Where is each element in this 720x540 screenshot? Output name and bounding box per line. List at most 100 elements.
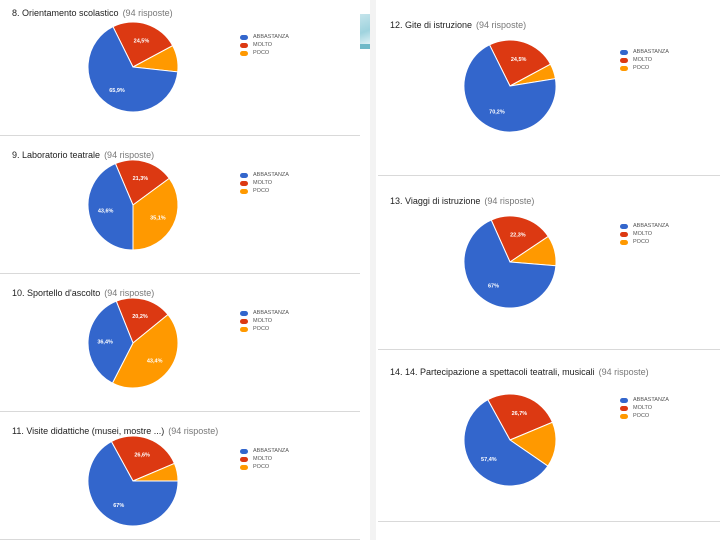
legend-swatch-molto: [620, 231, 628, 237]
chart-title: 10. Sportello d'ascolto (94 risposte): [12, 288, 154, 298]
legend-item-poco: POCO: [240, 187, 289, 195]
legend-item-poco: POCO: [240, 325, 289, 333]
column-divider: [370, 0, 376, 540]
chart-title-text: 12. Gite di istruzione: [390, 20, 473, 30]
legend-swatch-poco: [620, 239, 628, 245]
slice-label-molto: 26,7%: [512, 411, 528, 417]
legend-swatch-molto: [240, 456, 248, 462]
pie-chart: 26,6% 67%: [87, 435, 179, 527]
legend-swatch-abbastanza: [240, 34, 248, 40]
response-count: (94 risposte): [122, 8, 173, 18]
legend-item-abbastanza: ABBASTANZA: [240, 309, 289, 317]
legend-swatch-poco: [240, 188, 248, 194]
legend-item-molto: MOLTO: [240, 455, 289, 463]
decorative-shape-accent: [355, 44, 370, 49]
chart-legend: ABBASTANZA MOLTO POCO: [240, 33, 289, 57]
legend-label-abbastanza: ABBASTANZA: [633, 223, 669, 229]
slice-label-molto: 21,3%: [133, 176, 149, 182]
legend-label-abbastanza: ABBASTANZA: [633, 49, 669, 55]
legend-swatch-abbastanza: [620, 223, 628, 229]
legend-swatch-poco: [240, 50, 248, 56]
legend-item-poco: POCO: [620, 238, 669, 246]
chart-panel-12: 12. Gite di istruzione (94 risposte) 24,5%…: [378, 0, 720, 176]
slice-label-poco: 35,1%: [150, 216, 166, 222]
chart-legend: ABBASTANZA MOLTO POCO: [620, 222, 669, 246]
chart-title-text: 11. Visite didattiche (musei, mostre ...…: [12, 426, 165, 436]
legend-swatch-abbastanza: [240, 448, 248, 454]
legend-item-poco: POCO: [240, 463, 289, 471]
chart-panel-10: 10. Sportello d'ascolto (94 risposte) 20,2…: [0, 276, 360, 412]
chart-title: 13. Viaggi di istruzione (94 risposte): [390, 196, 534, 206]
legend-label-molto: MOLTO: [633, 57, 653, 63]
chart-legend: ABBASTANZA MOLTO POCO: [240, 309, 289, 333]
chart-title: 12. Gite di istruzione (94 risposte): [390, 20, 526, 30]
legend-swatch-abbastanza: [620, 49, 628, 55]
pie-slice-molto: [490, 215, 549, 263]
legend-item-poco: POCO: [240, 49, 289, 57]
legend-swatch-abbastanza: [620, 397, 628, 403]
pie-chart: 22,3% 67%: [463, 215, 557, 309]
chart-panel-13: 13. Viaggi di istruzione (94 risposte) 22,…: [378, 178, 720, 350]
chart-title-text: 8. Orientamento scolastico: [12, 8, 119, 18]
slice-label-abbastanza: 67%: [488, 283, 499, 289]
legend-swatch-molto: [620, 405, 628, 411]
response-count: (94 risposte): [104, 288, 155, 298]
legend-item-abbastanza: ABBASTANZA: [240, 171, 289, 179]
legend-label-abbastanza: ABBASTANZA: [253, 310, 289, 316]
pie-slice-molto: [114, 159, 170, 206]
legend-swatch-molto: [240, 42, 248, 48]
legend-label-molto: MOLTO: [253, 180, 273, 186]
chart-legend: ABBASTANZA MOLTO POCO: [620, 396, 669, 420]
legend-swatch-molto: [240, 318, 248, 324]
legend-item-molto: MOLTO: [240, 41, 289, 49]
chart-title-text: 9. Laboratorio teatrale: [12, 150, 101, 160]
legend-swatch-molto: [620, 57, 628, 63]
legend-label-poco: POCO: [253, 464, 270, 470]
legend-item-molto: MOLTO: [240, 317, 289, 325]
chart-panel-11: 11. Visite didattiche (musei, mostre ...…: [0, 414, 360, 540]
slice-label-abbastanza: 57,4%: [481, 457, 497, 463]
legend-label-poco: POCO: [633, 413, 650, 419]
legend-label-poco: POCO: [633, 65, 650, 71]
response-count: (94 risposte): [476, 20, 527, 30]
pie-chart: 20,2% 43,4% 36,4%: [87, 297, 179, 389]
legend-item-abbastanza: ABBASTANZA: [620, 396, 669, 404]
pie-slice-abbastanza: [87, 440, 179, 527]
pie-slice-abbastanza: [87, 26, 179, 113]
pie-slice-abbastanza: [87, 162, 134, 251]
legend-label-molto: MOLTO: [253, 456, 273, 462]
pie-slice-abbastanza: [87, 300, 134, 384]
chart-title-text: 13. Viaggi di istruzione: [390, 196, 481, 206]
pie-slice-abbastanza: [463, 44, 557, 133]
slice-label-molto: 26,6%: [134, 453, 150, 459]
legend-item-molto: MOLTO: [240, 179, 289, 187]
chart-title-text: 14. 14. Partecipazione a spettacoli teat…: [390, 367, 595, 377]
chart-legend: ABBASTANZA MOLTO POCO: [620, 48, 669, 72]
chart-title: 9. Laboratorio teatrale (94 risposte): [12, 150, 154, 160]
pie-chart: 21,3% 35,1% 43,6%: [87, 159, 179, 251]
legend-swatch-poco: [240, 326, 248, 332]
chart-legend: ABBASTANZA MOLTO POCO: [240, 447, 289, 471]
pie-slice-poco: [111, 313, 179, 389]
legend-label-molto: MOLTO: [253, 318, 273, 324]
response-count: (94 risposte): [598, 367, 649, 377]
slice-label-abbastanza: 65,9%: [109, 88, 125, 94]
legend-label-poco: POCO: [253, 326, 270, 332]
response-count: (94 risposte): [104, 150, 155, 160]
legend-label-molto: MOLTO: [633, 405, 653, 411]
legend-swatch-poco: [620, 413, 628, 419]
pie-slice-abbastanza: [463, 399, 549, 487]
pie-chart: 26,7% 57,4%: [463, 393, 557, 487]
chart-title: 8. Orientamento scolastico (94 risposte): [12, 8, 173, 18]
legend-label-abbastanza: ABBASTANZA: [633, 397, 669, 403]
legend-item-abbastanza: ABBASTANZA: [620, 48, 669, 56]
pie-slice-poco: [508, 421, 557, 467]
chart-title: 11. Visite didattiche (musei, mostre ...…: [12, 426, 218, 436]
legend-swatch-abbastanza: [240, 310, 248, 316]
legend-swatch-abbastanza: [240, 172, 248, 178]
slice-label-abbastanza: 70,2%: [489, 109, 505, 115]
slice-label-abbastanza: 67%: [113, 503, 124, 509]
legend-item-abbastanza: ABBASTANZA: [240, 447, 289, 455]
legend-item-molto: MOLTO: [620, 230, 669, 238]
response-count: (94 risposte): [168, 426, 219, 436]
